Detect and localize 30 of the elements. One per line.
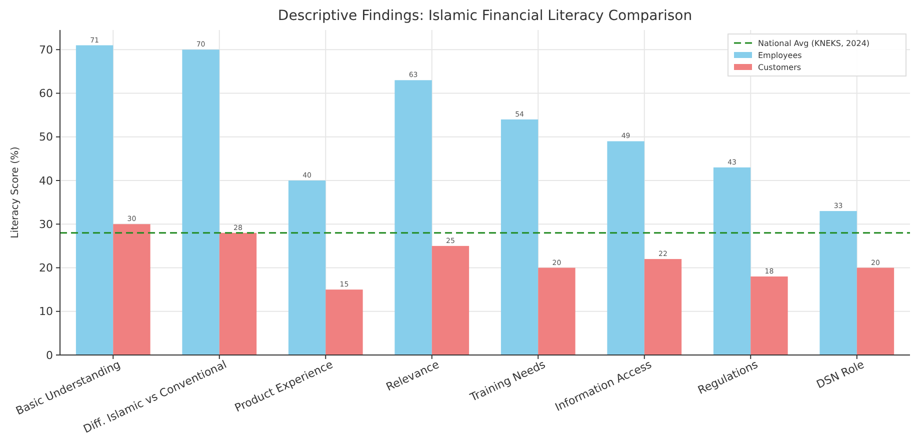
bar (607, 141, 644, 355)
y-tick-label: 10 (39, 305, 53, 318)
bar (76, 45, 114, 355)
y-tick-label: 50 (39, 130, 53, 144)
y-tick-label: 30 (39, 218, 53, 231)
y-tick-label: 70 (39, 43, 53, 56)
bar (219, 232, 257, 355)
bar (820, 211, 857, 355)
bar (182, 50, 220, 355)
x-tick-label: DSN Role (814, 358, 866, 392)
legend-label: Customers (758, 62, 802, 72)
bar (644, 259, 682, 355)
legend-label: National Avg (KNEKS, 2024) (758, 38, 870, 48)
bar (750, 276, 788, 355)
bar (500, 119, 538, 355)
y-tick-label: 20 (39, 262, 53, 275)
y-tick-label: 60 (39, 87, 53, 100)
bar (113, 224, 150, 355)
y-tick-label: 40 (39, 174, 53, 188)
bar (538, 268, 576, 355)
legend-label: Employees (758, 50, 802, 60)
chart-title: Descriptive Findings: Islamic Financial Literacy Comparison (278, 8, 692, 24)
bar (288, 180, 326, 355)
bar (713, 167, 751, 355)
bar (856, 268, 894, 355)
bar (326, 290, 363, 355)
y-tick-label: 0 (46, 348, 53, 362)
y-axis-title: Literacy Score (%) (10, 146, 21, 238)
bar (432, 246, 470, 355)
bar (394, 80, 432, 355)
